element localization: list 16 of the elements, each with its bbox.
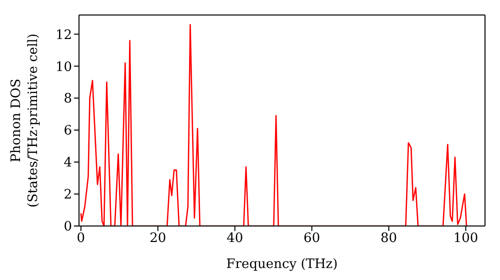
x-tick-label: 100 <box>453 231 478 246</box>
line-series <box>80 24 468 226</box>
y-tick-label: 6 <box>64 124 72 139</box>
x-tick-label: 60 <box>304 231 320 246</box>
y-tick-label: 8 <box>64 92 72 107</box>
y-axis-title: Phonon DOS (States/THz·primitive cell) <box>9 33 41 208</box>
y-tick-label: 4 <box>64 156 72 171</box>
y-tick-label: 0 <box>64 220 72 235</box>
x-tick-label: 0 <box>76 231 86 246</box>
x-axis-title: Frequency (THz) <box>226 257 338 272</box>
x-tick-label: 80 <box>380 231 398 246</box>
x-tick-label: 40 <box>226 231 244 246</box>
y-tick-label: 12 <box>55 28 72 43</box>
y-tick-label: 10 <box>55 60 72 75</box>
y-tick-label: 2 <box>64 188 72 203</box>
x-tick-label: 20 <box>150 231 166 246</box>
